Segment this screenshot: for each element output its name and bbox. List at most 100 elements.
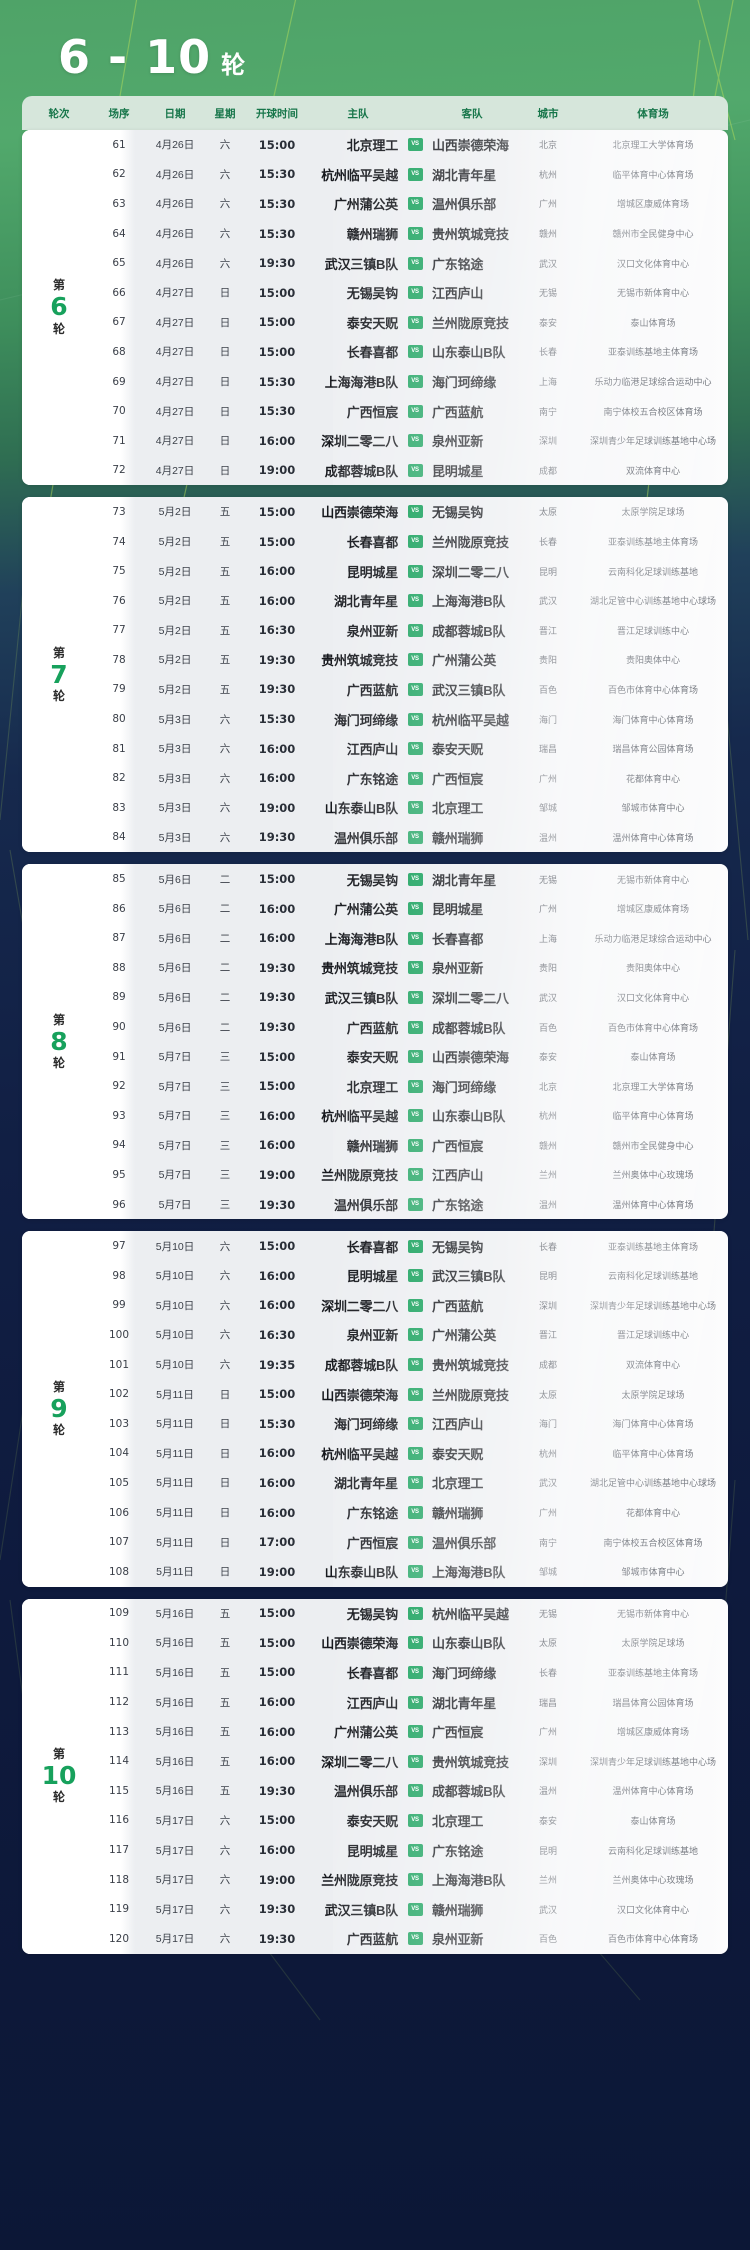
cell-home-team[interactable]: 广东铭途 [346, 1506, 398, 1522]
cell-away-team[interactable]: 杭州临平吴越 [432, 712, 509, 728]
cell-away-team[interactable]: 武汉三镇B队 [432, 682, 506, 698]
table-row[interactable]: 95 5月7日 三 19:00 兰州陇原竞技 VS 江西庐山 兰州 兰州奥体中心玫瑰场 [96, 1160, 728, 1190]
cell-away-team[interactable]: 温州俱乐部 [432, 1535, 497, 1551]
cell-away-team[interactable]: 泉州亚新 [432, 1932, 484, 1948]
cell-home-team[interactable]: 山东泰山B队 [324, 1565, 398, 1581]
table-row[interactable]: 110 5月16日 五 15:00 山西崇德荣海 VS 山东泰山B队 太原 太原学院足球场 [96, 1628, 728, 1658]
cell-home-team[interactable]: 广州蒲公英 [333, 902, 398, 918]
table-row[interactable]: 82 5月3日 六 16:00 广东铭途 VS 广西恒宸 广州 花都体育中心 [96, 763, 728, 793]
table-row[interactable]: 74 5月2日 五 15:00 长春喜都 VS 兰州陇原竞技 长春 亚泰训练基地主体育场 [96, 527, 728, 557]
table-row[interactable]: 109 5月16日 五 15:00 无锡吴钩 VS 杭州临平吴越 无锡 无锡市新体育中心 [96, 1599, 728, 1629]
cell-away-team[interactable]: 泉州亚新 [432, 961, 484, 977]
table-row[interactable]: 75 5月2日 五 16:00 昆明城星 VS 深圳二零二八 昆明 云南科化足球训练基地 [96, 556, 728, 586]
cell-home-team[interactable]: 成都蓉城B队 [324, 463, 398, 479]
cell-home-team[interactable]: 兰州陇原竞技 [321, 1873, 398, 1889]
cell-away-team[interactable]: 海门珂缔缘 [432, 375, 497, 391]
cell-away-team[interactable]: 广西恒宸 [432, 771, 484, 787]
cell-home-team[interactable]: 江西庐山 [346, 1695, 398, 1711]
cell-away-team[interactable]: 山西崇德荣海 [432, 138, 509, 154]
cell-home-team[interactable]: 广西蓝航 [346, 1020, 398, 1036]
cell-away-team[interactable]: 山东泰山B队 [432, 345, 506, 361]
cell-away-team[interactable]: 广东铭途 [432, 1198, 484, 1214]
cell-home-team[interactable]: 杭州临平吴越 [321, 1446, 398, 1462]
cell-away-team[interactable]: 武汉三镇B队 [432, 1269, 506, 1285]
cell-home-team[interactable]: 泉州亚新 [346, 623, 398, 639]
cell-home-team[interactable]: 无锡吴钩 [346, 1606, 398, 1622]
cell-away-team[interactable]: 湖北青年星 [432, 872, 497, 888]
cell-away-team[interactable]: 广西恒宸 [432, 1725, 484, 1741]
table-row[interactable]: 65 4月26日 六 19:30 武汉三镇B队 VS 广东铭途 武汉 汉口文化体育中心 [96, 248, 728, 278]
cell-home-team[interactable]: 贵州筑城竞技 [321, 653, 398, 669]
cell-home-team[interactable]: 武汉三镇B队 [324, 990, 398, 1006]
cell-home-team[interactable]: 山东泰山B队 [324, 801, 398, 817]
cell-away-team[interactable]: 昆明城星 [432, 463, 484, 479]
cell-home-team[interactable]: 昆明城星 [346, 564, 398, 580]
table-row[interactable]: 61 4月26日 六 15:00 北京理工 VS 山西崇德荣海 北京 北京理工大学体育场 [96, 130, 728, 160]
table-row[interactable]: 93 5月7日 三 16:00 杭州临平吴越 VS 山东泰山B队 杭州 临平体育中心体育场 [96, 1101, 728, 1131]
table-row[interactable]: 67 4月27日 日 15:00 泰安天贶 VS 兰州陇原竞技 泰安 泰山体育场 [96, 308, 728, 338]
table-row[interactable]: 103 5月11日 日 15:30 海门珂缔缘 VS 江西庐山 海门 海门体育中心体育场 [96, 1409, 728, 1439]
cell-home-team[interactable]: 长春喜都 [346, 1665, 398, 1681]
cell-home-team[interactable]: 温州俱乐部 [333, 830, 398, 846]
cell-away-team[interactable]: 上海海港B队 [432, 594, 506, 610]
table-row[interactable]: 102 5月11日 日 15:00 山西崇德荣海 VS 兰州陇原竞技 太原 太原学院足球场 [96, 1379, 728, 1409]
cell-home-team[interactable]: 山西崇德荣海 [321, 1636, 398, 1652]
table-row[interactable]: 92 5月7日 三 15:00 北京理工 VS 海门珂缔缘 北京 北京理工大学体育场 [96, 1071, 728, 1101]
cell-away-team[interactable]: 江西庐山 [432, 1168, 484, 1184]
table-row[interactable]: 72 4月27日 日 19:00 成都蓉城B队 VS 昆明城星 成都 双流体育中心 [96, 456, 728, 486]
table-row[interactable]: 88 5月6日 二 19:30 贵州筑城竞技 VS 泉州亚新 贵阳 贵阳奥体中心 [96, 953, 728, 983]
cell-away-team[interactable]: 杭州临平吴越 [432, 1606, 509, 1622]
table-row[interactable]: 78 5月2日 五 19:30 贵州筑城竞技 VS 广州蒲公英 贵阳 贵阳奥体中心 [96, 645, 728, 675]
table-row[interactable]: 90 5月6日 二 19:30 广西蓝航 VS 成都蓉城B队 百色 百色市体育中心体育场 [96, 1012, 728, 1042]
cell-home-team[interactable]: 杭州临平吴越 [321, 1109, 398, 1125]
cell-home-team[interactable]: 温州俱乐部 [333, 1784, 398, 1800]
cell-away-team[interactable]: 贵州筑城竞技 [432, 227, 509, 243]
table-row[interactable]: 63 4月26日 六 15:30 广州蒲公英 VS 温州俱乐部 广州 增城区康威体育场 [96, 189, 728, 219]
table-row[interactable]: 85 5月6日 二 15:00 无锡吴钩 VS 湖北青年星 无锡 无锡市新体育中心 [96, 864, 728, 894]
cell-away-team[interactable]: 泉州亚新 [432, 434, 484, 450]
table-row[interactable]: 66 4月27日 日 15:00 无锡吴钩 VS 江西庐山 无锡 无锡市新体育中心 [96, 278, 728, 308]
table-row[interactable]: 105 5月11日 日 16:00 湖北青年星 VS 北京理工 武汉 湖北足管中心训练基地中心球… [96, 1468, 728, 1498]
table-row[interactable]: 108 5月11日 日 19:00 山东泰山B队 VS 上海海港B队 邹城 邹城市体育中心 [96, 1557, 728, 1587]
cell-home-team[interactable]: 湖北青年星 [333, 594, 398, 610]
table-row[interactable]: 99 5月10日 六 16:00 深圳二零二八 VS 广西蓝航 深圳 深圳青少年足球训练基地中心… [96, 1291, 728, 1321]
cell-home-team[interactable]: 深圳二零二八 [321, 434, 398, 450]
cell-home-team[interactable]: 泰安天贶 [346, 1813, 398, 1829]
cell-home-team[interactable]: 长春喜都 [346, 535, 398, 551]
cell-home-team[interactable]: 广西恒宸 [346, 404, 398, 420]
table-row[interactable]: 96 5月7日 三 19:30 温州俱乐部 VS 广东铭途 温州 温州体育中心体育场 [96, 1190, 728, 1220]
cell-away-team[interactable]: 昆明城星 [432, 902, 484, 918]
table-row[interactable]: 114 5月16日 五 16:00 深圳二零二八 VS 贵州筑城竞技 深圳 深圳青少年足球训练基… [96, 1746, 728, 1776]
cell-home-team[interactable]: 广西蓝航 [346, 682, 398, 698]
cell-away-team[interactable]: 贵州筑城竞技 [432, 1754, 509, 1770]
table-row[interactable]: 62 4月26日 六 15:30 杭州临平吴越 VS 湖北青年星 杭州 临平体育中心体育场 [96, 160, 728, 190]
cell-home-team[interactable]: 赣州瑞狮 [346, 1138, 398, 1154]
cell-home-team[interactable]: 杭州临平吴越 [321, 167, 398, 183]
table-row[interactable]: 97 5月10日 六 15:00 长春喜都 VS 无锡吴钩 长春 亚泰训练基地主体育场 [96, 1231, 728, 1261]
cell-away-team[interactable]: 山东泰山B队 [432, 1109, 506, 1125]
cell-home-team[interactable]: 昆明城星 [346, 1269, 398, 1285]
table-row[interactable]: 111 5月16日 五 15:00 长春喜都 VS 海门珂缔缘 长春 亚泰训练基地主体育场 [96, 1658, 728, 1688]
cell-home-team[interactable]: 海门珂缔缘 [333, 712, 398, 728]
cell-home-team[interactable]: 上海海港B队 [324, 375, 398, 391]
table-row[interactable]: 64 4月26日 六 15:30 赣州瑞狮 VS 贵州筑城竞技 赣州 赣州市全民健身中心 [96, 219, 728, 249]
table-row[interactable]: 91 5月7日 三 15:00 泰安天贶 VS 山西崇德荣海 泰安 泰山体育场 [96, 1042, 728, 1072]
table-row[interactable]: 98 5月10日 六 16:00 昆明城星 VS 武汉三镇B队 昆明 云南科化足球训练基地 [96, 1261, 728, 1291]
cell-home-team[interactable]: 泰安天贶 [346, 315, 398, 331]
cell-home-team[interactable]: 长春喜都 [346, 1239, 398, 1255]
cell-away-team[interactable]: 成都蓉城B队 [432, 1020, 506, 1036]
cell-home-team[interactable]: 山西崇德荣海 [321, 505, 398, 521]
cell-home-team[interactable]: 上海海港B队 [324, 931, 398, 947]
table-row[interactable]: 70 4月27日 日 15:30 广西恒宸 VS 广西蓝航 南宁 南宁体校五合校区体育场 [96, 396, 728, 426]
table-row[interactable]: 68 4月27日 日 15:00 长春喜都 VS 山东泰山B队 长春 亚泰训练基地主体育场 [96, 337, 728, 367]
cell-away-team[interactable]: 赣州瑞狮 [432, 830, 484, 846]
table-row[interactable]: 106 5月11日 日 16:00 广东铭途 VS 赣州瑞狮 广州 花都体育中心 [96, 1498, 728, 1528]
table-row[interactable]: 86 5月6日 二 16:00 广州蒲公英 VS 昆明城星 广州 增城区康威体育场 [96, 894, 728, 924]
table-row[interactable]: 118 5月17日 六 19:00 兰州陇原竞技 VS 上海海港B队 兰州 兰州奥体中心玫瑰场 [96, 1865, 728, 1895]
cell-away-team[interactable]: 温州俱乐部 [432, 197, 497, 213]
cell-away-team[interactable]: 长春喜都 [432, 931, 484, 947]
table-row[interactable]: 112 5月16日 五 16:00 江西庐山 VS 湖北青年星 瑞昌 瑞昌体育公园体育场 [96, 1687, 728, 1717]
cell-home-team[interactable]: 成都蓉城B队 [324, 1358, 398, 1374]
cell-away-team[interactable]: 北京理工 [432, 1813, 484, 1829]
cell-away-team[interactable]: 江西庐山 [432, 286, 484, 302]
